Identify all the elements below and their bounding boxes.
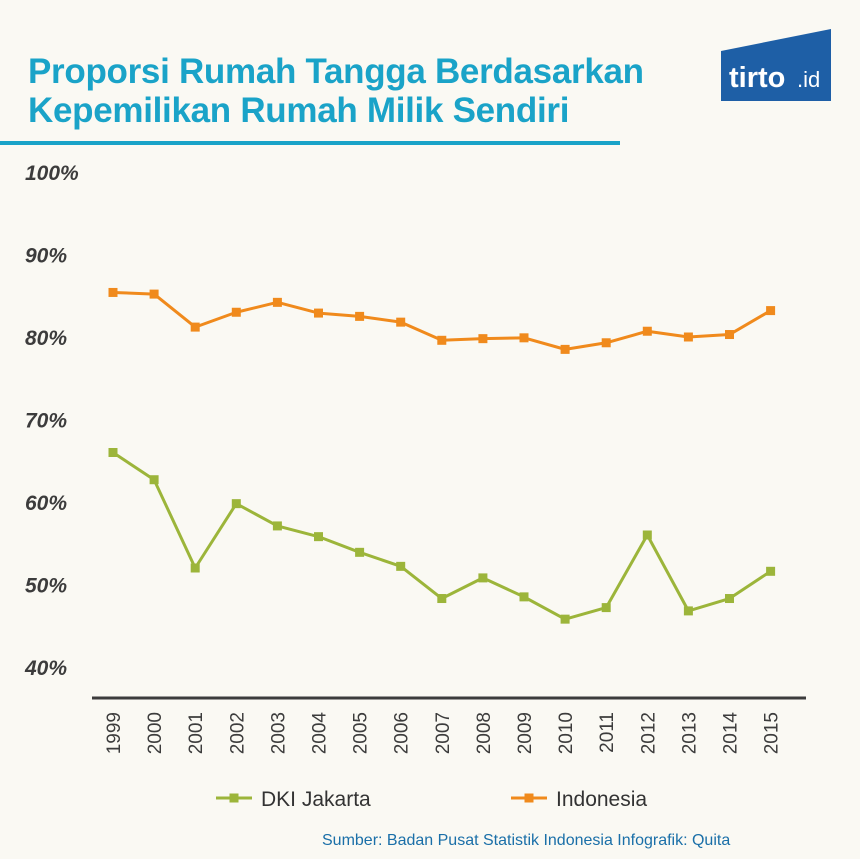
data-point bbox=[601, 603, 611, 613]
x-axis-ticks: 1999 2000 2001 2002 2003 2004 2005 2006 2007 2008… bbox=[104, 712, 783, 755]
data-point bbox=[642, 530, 652, 540]
legend-label: DKI Jakarta bbox=[261, 788, 371, 811]
data-point bbox=[560, 614, 570, 624]
data-point bbox=[272, 297, 282, 307]
series-1 bbox=[108, 287, 776, 354]
x-tick-label: 2015 bbox=[762, 712, 783, 754]
data-point bbox=[231, 307, 241, 317]
logo-suffix: .id bbox=[797, 67, 820, 92]
source-credit: Sumber: Badan Pusat Statistik Indonesia … bbox=[322, 832, 731, 849]
x-tick-label: 2011 bbox=[597, 712, 618, 753]
legend-swatch-marker bbox=[524, 793, 534, 803]
x-tick-label: 2002 bbox=[227, 712, 248, 754]
logo-wordmark: tirto bbox=[729, 62, 785, 94]
data-point bbox=[231, 499, 241, 509]
x-tick-label: 1999 bbox=[104, 712, 125, 754]
title-line-1: Proporsi Rumah Tangga Berdasarkan bbox=[28, 52, 644, 91]
y-tick-label: 80% bbox=[25, 327, 67, 350]
data-point bbox=[601, 338, 611, 348]
x-tick-label: 2012 bbox=[638, 712, 659, 754]
data-point bbox=[766, 566, 776, 576]
data-point bbox=[108, 287, 118, 297]
data-point bbox=[190, 563, 200, 573]
data-point bbox=[396, 317, 406, 327]
y-tick-label: 60% bbox=[25, 492, 67, 515]
data-point bbox=[642, 326, 652, 336]
x-tick-label: 2004 bbox=[310, 712, 331, 755]
data-point bbox=[355, 311, 365, 321]
x-tick-label: 2007 bbox=[433, 712, 454, 754]
data-point bbox=[519, 592, 529, 602]
y-tick-label: 50% bbox=[25, 575, 67, 598]
x-tick-label: 2005 bbox=[351, 712, 372, 754]
data-point bbox=[190, 322, 200, 332]
data-point bbox=[478, 334, 488, 344]
x-tick-label: 2013 bbox=[679, 712, 700, 754]
legend-swatch-marker bbox=[229, 793, 239, 803]
x-tick-label: 2000 bbox=[145, 712, 166, 754]
data-point bbox=[725, 330, 734, 340]
data-point bbox=[437, 335, 447, 345]
data-point bbox=[766, 306, 776, 316]
y-tick-label: 100% bbox=[25, 162, 79, 185]
x-tick-label: 2001 bbox=[186, 712, 207, 754]
data-point bbox=[149, 475, 159, 485]
data-point bbox=[560, 344, 570, 354]
y-tick-label: 90% bbox=[25, 245, 67, 268]
data-point bbox=[683, 332, 693, 342]
title-underline bbox=[0, 141, 620, 145]
data-point bbox=[519, 333, 529, 343]
data-point bbox=[478, 573, 488, 583]
data-point bbox=[149, 289, 159, 299]
data-point bbox=[314, 308, 323, 318]
legend-label: Indonesia bbox=[556, 788, 647, 811]
legend: DKI Jakarta Indonesia bbox=[216, 788, 647, 811]
data-point bbox=[725, 594, 734, 604]
legend-item: Indonesia bbox=[511, 788, 647, 811]
title-line-2: Kepemilikan Rumah Milik Sendiri bbox=[28, 91, 570, 130]
y-tick-label: 40% bbox=[24, 657, 67, 680]
x-tick-label: 2003 bbox=[268, 712, 289, 754]
legend-item: DKI Jakarta bbox=[216, 788, 371, 811]
data-point bbox=[437, 594, 447, 604]
series-0 bbox=[108, 448, 776, 624]
x-tick-label: 2010 bbox=[556, 712, 577, 754]
data-point bbox=[355, 547, 365, 557]
tirto-logo: tirto .id bbox=[721, 29, 831, 101]
x-tick-label: 2009 bbox=[515, 712, 536, 754]
x-tick-label: 2014 bbox=[721, 712, 742, 755]
x-tick-label: 2006 bbox=[392, 712, 413, 754]
data-point bbox=[396, 561, 406, 571]
x-tick-label: 2008 bbox=[474, 712, 495, 754]
data-point bbox=[108, 448, 118, 457]
chart-title: Proporsi Rumah Tangga Berdasarkan Kepemi… bbox=[28, 52, 644, 130]
series-layer bbox=[108, 287, 776, 624]
data-point bbox=[683, 606, 693, 616]
data-point bbox=[314, 532, 323, 542]
y-tick-label: 70% bbox=[25, 410, 67, 433]
y-axis-ticks: 100% 90% 80% 70% 60% 50% 40% bbox=[24, 162, 79, 680]
data-point bbox=[272, 521, 282, 531]
